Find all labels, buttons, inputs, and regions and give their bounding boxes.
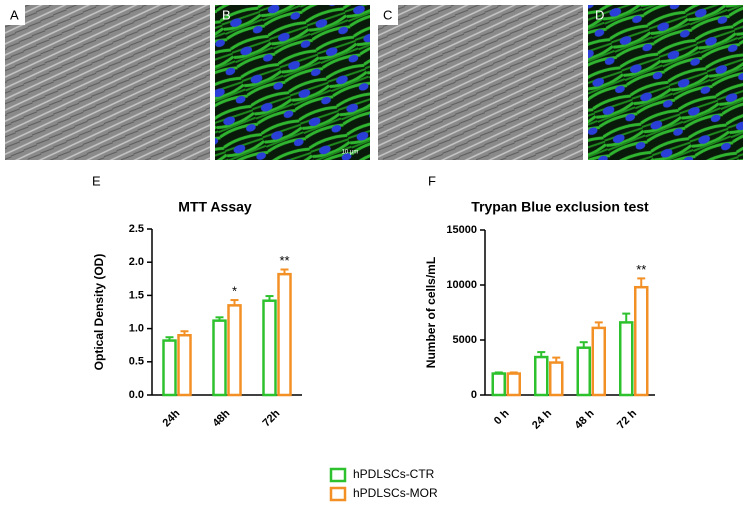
panel-label: E [92, 173, 101, 188]
annotation: ** [636, 262, 646, 277]
chart-title: MTT Assay [178, 199, 252, 215]
y-tick-label: 5000 [453, 334, 477, 346]
x-tick-label: 0 h [492, 407, 512, 427]
legend-label: hPDLSCs-CTR [353, 467, 435, 481]
legend-swatch [329, 486, 347, 502]
panel-label: C [383, 7, 392, 22]
bar [619, 321, 634, 397]
panel-label: F [428, 173, 436, 188]
annotation: * [232, 283, 237, 298]
y-tick-label: 2.0 [129, 256, 144, 268]
bar [591, 326, 606, 397]
bar [262, 299, 277, 397]
y-tick-label: 15000 [446, 224, 477, 236]
fluorescence-image [215, 5, 370, 160]
x-tick-label: 24 h [530, 407, 554, 431]
x-tick-label: 24h [160, 407, 182, 429]
bar [212, 319, 227, 397]
bar [277, 272, 292, 397]
y-tick-label: 1.5 [129, 289, 144, 301]
bar [491, 372, 506, 397]
legend-swatch [329, 467, 347, 483]
bar [576, 346, 591, 397]
x-tick-label: 48h [210, 407, 232, 429]
y-axis-label: Number of cells/mL [424, 257, 438, 368]
label-box [5, 5, 25, 25]
y-tick-label: 2.5 [129, 223, 144, 235]
x-tick-label: 72 h [615, 407, 639, 431]
bar [534, 355, 549, 397]
bar [549, 361, 564, 397]
fluorescence-image [588, 5, 743, 160]
x-tick-label: 48 h [573, 407, 597, 431]
bar [162, 339, 177, 397]
x-tick-label: 72h [260, 407, 282, 429]
annotation: ** [279, 253, 289, 268]
y-axis-label: Optical Density (OD) [92, 254, 106, 371]
bar [227, 304, 242, 397]
panel-label: D [595, 7, 604, 22]
bar [177, 333, 192, 397]
sem-image [378, 5, 583, 160]
y-tick-label: 10000 [446, 279, 477, 291]
label-box [378, 5, 398, 25]
y-tick-label: 0 [471, 389, 477, 401]
y-tick-label: 1.0 [129, 323, 144, 335]
legend-label: hPDLSCs-MOR [353, 486, 438, 500]
panel-label: B [222, 7, 231, 22]
chart-title: Trypan Blue exclusion test [471, 199, 649, 215]
y-tick-label: 0.0 [129, 389, 144, 401]
panel-label: A [10, 7, 19, 22]
bar [634, 285, 649, 397]
scale-bar: 10 µm [342, 150, 359, 156]
bar [506, 372, 521, 397]
sem-image [5, 5, 210, 160]
y-tick-label: 0.5 [129, 356, 144, 368]
